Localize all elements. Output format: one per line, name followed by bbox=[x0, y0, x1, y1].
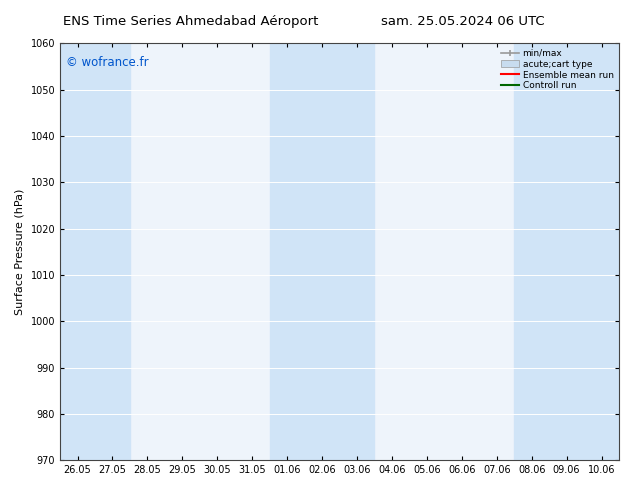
Bar bbox=[514, 44, 619, 460]
Bar bbox=[269, 44, 375, 460]
Text: sam. 25.05.2024 06 UTC: sam. 25.05.2024 06 UTC bbox=[381, 15, 545, 28]
Legend: min/max, acute;cart type, Ensemble mean run, Controll run: min/max, acute;cart type, Ensemble mean … bbox=[497, 45, 617, 94]
Text: © wofrance.fr: © wofrance.fr bbox=[66, 56, 148, 69]
Text: ENS Time Series Ahmedabad Aéroport: ENS Time Series Ahmedabad Aéroport bbox=[63, 15, 318, 28]
Bar bbox=[60, 44, 130, 460]
Y-axis label: Surface Pressure (hPa): Surface Pressure (hPa) bbox=[15, 189, 25, 315]
